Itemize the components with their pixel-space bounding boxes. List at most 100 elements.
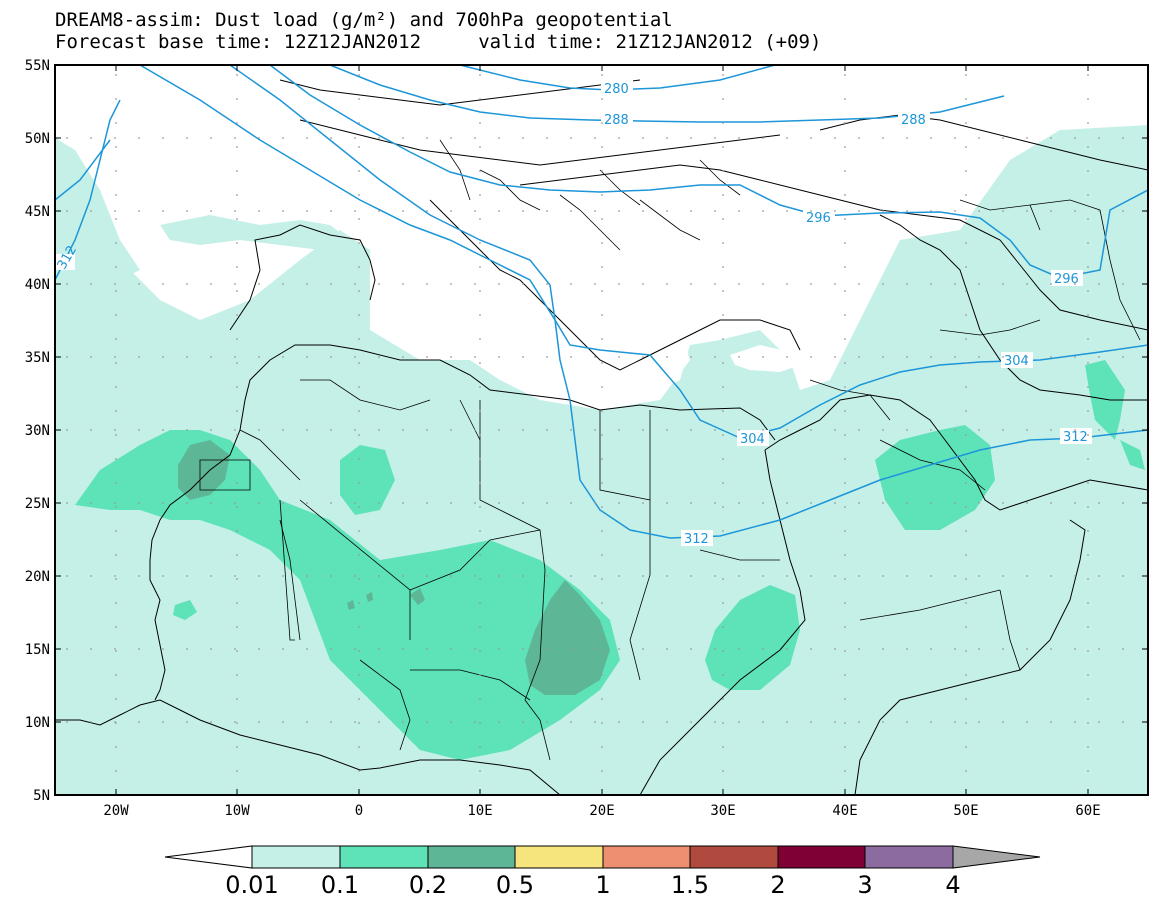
grid-dot [666,648,668,650]
grid-dot [358,578,360,580]
grid-dot [1087,242,1089,244]
grid-dot [282,356,284,358]
grid-dot [236,458,238,460]
grid-dot [330,721,332,723]
grid-dot [642,429,644,431]
grid-dot [236,698,238,700]
grid-dot [358,170,360,172]
grid-dot [1087,698,1089,700]
grid-dot [906,356,908,358]
grid-dot [378,429,380,431]
grid-dot [354,137,356,139]
grid-dot [965,98,967,100]
grid-dot [601,242,603,244]
colorbar-label: 0.2 [409,871,447,899]
colorbar-segment [427,845,516,869]
grid-dot [358,74,360,76]
grid-dot [236,74,238,76]
grid-dot [906,137,908,139]
grid-dot [722,530,724,532]
grid-dot [258,502,260,504]
grid-dot [330,356,332,358]
grid-dot [1074,283,1076,285]
grid-dot [138,283,140,285]
grid-dot [844,554,846,556]
grid-dot [115,602,117,604]
grid-dot [66,210,68,212]
grid-dot [474,283,476,285]
grid-dot [479,530,481,532]
grid-dot [834,356,836,358]
colorbar [164,845,1041,869]
grid-dot [722,170,724,172]
lon-label: 20W [103,803,129,819]
grid-dot [234,429,236,431]
grid-dot [786,356,788,358]
grid-dot [236,314,238,316]
grid-dot [844,650,846,652]
grid-dot [236,578,238,580]
grid-dot [358,338,360,340]
grid-dot [479,434,481,436]
grid-dot [722,362,724,364]
grid-dot [601,146,603,148]
grid-dot [906,575,908,577]
grid-dot [690,721,692,723]
grid-dot [965,554,967,556]
grid-dot [115,674,117,676]
grid-dot [354,502,356,504]
colorbar-segment [864,845,954,869]
grid-dot [426,283,428,285]
grid-dot [762,283,764,285]
grid-dot [930,137,932,139]
grid-dot [378,502,380,504]
grid-dot [722,98,724,100]
grid-dot [426,721,428,723]
grid-dot [690,429,692,431]
grid-dot [954,721,956,723]
grid-dot [236,674,238,676]
grid-dot [601,722,603,724]
grid-dot [844,626,846,628]
grid-dot [844,362,846,364]
grid-dot [642,721,644,723]
grid-dot [722,290,724,292]
grid-dot [978,502,980,504]
colorbar-label: 3 [857,871,872,899]
grid-dot [601,170,603,172]
grid-dot [546,429,548,431]
grid-dot [1098,429,1100,431]
grid-dot [90,210,92,212]
grid-dot [546,502,548,504]
colorbar-label: 0.1 [321,871,359,899]
grid-dot [1098,502,1100,504]
grid-dot [965,242,967,244]
grid-dot [474,429,476,431]
grid-dot [1087,770,1089,772]
grid-dot [1122,283,1124,285]
grid-dot [714,502,716,504]
grid-dot [954,210,956,212]
grid-dot [722,626,724,628]
grid-dot [844,122,846,124]
grid-dot [236,434,238,436]
grid-dot [722,314,724,316]
grid-dot [210,721,212,723]
grid-dot [115,458,117,460]
grid-dot [738,137,740,139]
lat-label: 35N [25,350,50,366]
grid-dot [1087,290,1089,292]
grid-dot [722,674,724,676]
grid-dot [306,356,308,358]
grid-dot [546,283,548,285]
grid-dot [834,648,836,650]
grid-dot [844,98,846,100]
grid-dot [522,575,524,577]
grid-dot [138,648,140,650]
grid-dot [965,434,967,436]
grid-dot [358,650,360,652]
grid-dot [358,218,360,220]
grid-dot [1002,502,1004,504]
grid-dot [282,575,284,577]
grid-dot [786,429,788,431]
